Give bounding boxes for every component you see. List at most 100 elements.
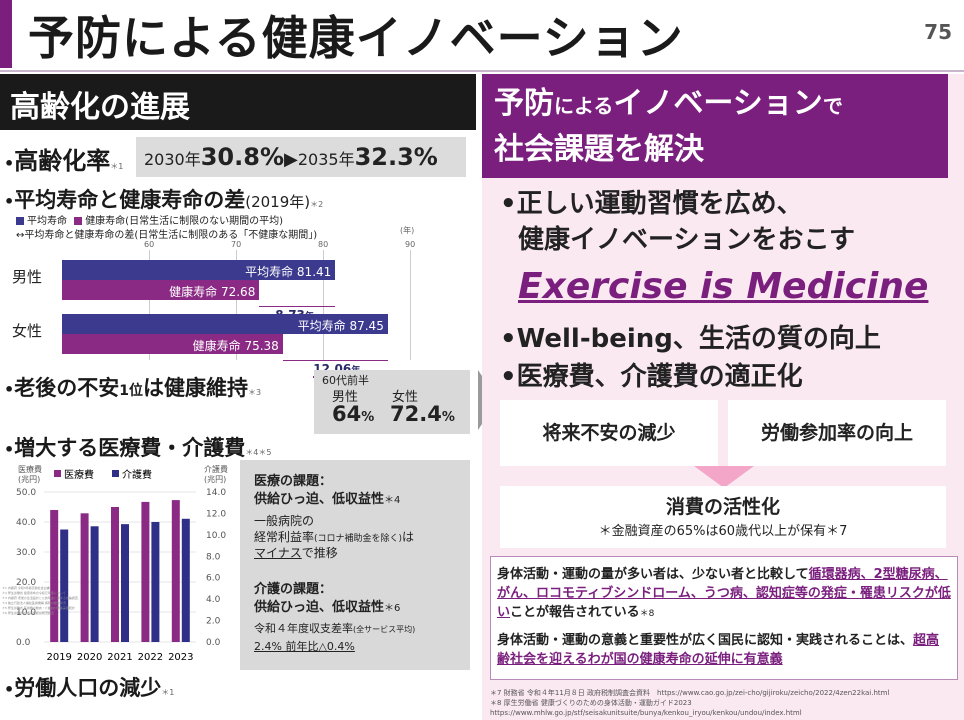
care-cost-bar	[60, 529, 69, 642]
y-right-tick: 8.0	[206, 552, 221, 562]
medical-cost-bar	[171, 500, 180, 642]
header-prevention: 予防	[494, 86, 554, 121]
anxiety-female-pct: %	[441, 410, 455, 425]
exercise-is-medicine: Exercise is Medicine	[518, 266, 929, 307]
life-gap-heading: •平均寿命と健康寿命の差(2019年)＊2	[4, 188, 324, 212]
anxiety-age: 60代前半	[322, 374, 369, 387]
y-right-tick: 10.0	[206, 531, 226, 541]
footnote-4: ＊4 独立行政法人福祉医療機構 病院の経営状況	[2, 601, 66, 605]
y-right-tick: 6.0	[206, 574, 221, 584]
medical-desc-3: (コロナ補助金を除く)	[314, 534, 403, 544]
grid-line	[410, 250, 411, 360]
healthy-life-bar	[62, 280, 260, 300]
y-right-unit: 介護費	[204, 464, 228, 474]
aging-rate-box: 2030年30.8%▶2035年32.3%	[136, 137, 466, 177]
care-desc-3: 2.4% 前年比△0.4%	[254, 640, 355, 653]
evidence-1: 身体活動・運動の量が多い者は、少ない者と比較して循環器病、2型糖尿病、がん、ロコ…	[497, 565, 951, 624]
anxiety-female-value: 72.4	[390, 402, 442, 426]
healthy-life-legend: 健康寿命(日常生活に制限のない期間の平均)	[85, 216, 283, 227]
evidence-1-a: 身体活動・運動の量が多い者は、少ない者と比較して	[497, 567, 809, 582]
down-arrow-icon	[694, 466, 754, 488]
life-gap-legend-gap: ↔平均寿命と健康寿命の差(日常生活に制限のある「不健康な期間」)	[16, 230, 318, 241]
y-right-tick: 2.0	[206, 617, 221, 627]
aging-rate-label: 高齢化率	[14, 147, 111, 175]
evidence-1-c: ことが報告されている	[510, 605, 640, 620]
medical-desc-4: は	[402, 530, 415, 544]
axis-tick: 80	[318, 240, 329, 249]
care-desc-1: 令和４年度収支差率	[254, 622, 353, 635]
axis-unit: (年)	[400, 226, 415, 235]
y-left-unit: 医療費	[18, 464, 42, 474]
consumption-title: 消費の活性化	[665, 496, 780, 518]
y-left-tick: 10.0	[16, 608, 36, 618]
footnote-6: ＊6 厚生労働省 介護事業経営概況調査	[2, 611, 54, 615]
life-row-label: 男性	[12, 268, 43, 286]
axis-tick: 90	[405, 240, 416, 249]
right-footnotes: ＊7 財務省 令和４年11月８日 政府税制調査会資料 https://www.c…	[490, 688, 960, 718]
x-tick: 2021	[107, 652, 132, 663]
avg-life-bar	[62, 314, 388, 334]
footnote-8: ＊8 厚生労働省 健康づくりのための身体活動・運動ガイド2023	[490, 699, 692, 707]
x-tick: 2022	[138, 652, 163, 663]
y-left-unit: (兆円)	[18, 474, 40, 484]
avg-life-value: 平均寿命 87.45	[297, 319, 384, 333]
healthy-life-value: 健康寿命 75.38	[192, 339, 279, 353]
consumption-sub: ＊金融資産の65%は60歳代以上が保有＊7	[598, 524, 848, 539]
labor-heading: •労働人口の減少＊1	[4, 672, 181, 702]
aging-2030-prefix: 2030年	[144, 150, 201, 169]
life-gap-year: (2019年)	[245, 193, 311, 211]
evidence-2: 身体活動・運動の意義と重要性が広く国民に認知・実践されることは、超高齢社会を迎え…	[497, 631, 951, 669]
care-issue-title: 介護の課題：	[254, 582, 333, 597]
footnote-3: ＊3 内閣府 老後の生活設計と公的年金に関する世論調査	[2, 596, 78, 600]
evidence-2-b: 超高齢社会を迎えるわが国の健康寿命の延伸に有意義	[497, 633, 940, 667]
care-cost-bar	[90, 526, 99, 642]
care-issue-sub: 供給ひっ迫、低収益性	[254, 600, 385, 615]
right-section-header: 予防によるイノベーションで 社会課題を解決	[482, 74, 948, 178]
y-left-tick: 0.0	[16, 638, 31, 648]
care-desc-2: (全サービス平均)	[353, 625, 416, 634]
y-left-tick: 30.0	[16, 548, 36, 558]
aging-2035-prefix: 2035年	[297, 150, 355, 169]
bullet-wellbeing: •Well-being、生活の質の向上	[500, 324, 881, 354]
footnote-1: ＊1 内閣府 令和5年版高齢社会白書	[2, 586, 50, 590]
costs-heading: •増大する医療費・介護費＊4＊5	[4, 436, 272, 460]
legend-care-label: 介護費	[122, 468, 152, 481]
bullet-exercise-habit: •正しい運動習慣を広め、 健康イノベーションをおこす	[500, 186, 855, 258]
avg-life-bar	[62, 260, 336, 280]
medical-issue-sub: 供給ひっ迫、低収益性	[254, 492, 385, 507]
y-right-tick: 14.0	[206, 488, 226, 498]
grid-line	[149, 250, 150, 360]
aging-rate-row: •高齢化率＊1	[4, 147, 124, 175]
evidence-1-note: ＊8	[639, 609, 655, 619]
evidence-1-b: 循環器病、2型糖尿病、がん、ロコモティブシンドローム、うつ病、認知症等の発症・罹…	[497, 567, 951, 620]
medical-cost-bar	[141, 501, 150, 642]
life-row-label: 女性	[12, 322, 43, 340]
axis-tick: 60	[144, 240, 155, 249]
medical-desc-2: 経常利益率	[254, 530, 315, 544]
left-footnotes: ＊1 内閣府 令和5年版高齢社会白書 ＊2 厚生労働省 健康寿命の令和元年値につ…	[2, 586, 238, 616]
care-cost-bar	[121, 524, 129, 642]
anxiety-female-label: 女性	[392, 390, 419, 405]
anxiety-label-c: は健康維持	[142, 376, 248, 400]
footnote-8-url: https://www.mhlw.go.jp/stf/seisakunitsui…	[490, 709, 802, 717]
medical-issue-title: 医療の課題：	[254, 474, 333, 489]
left-section-header: 高齢化の進展	[0, 74, 476, 130]
healthy-life-swatch	[74, 217, 83, 225]
anxiety-heading: •老後の不安1位は健康維持＊3	[4, 376, 262, 400]
x-tick: 2023	[168, 652, 193, 663]
anxiety-label-a: 老後の不安	[14, 376, 120, 400]
y-right-unit: (兆円)	[204, 474, 226, 484]
y-right-tick: 12.0	[206, 509, 226, 519]
anxiety-label-b: 1位	[119, 383, 143, 399]
aging-2035-value: 32.3%	[354, 143, 438, 171]
legend-medical-label: 医療費	[64, 468, 94, 481]
life-gap-legend: 平均寿命 健康寿命(日常生活に制限のない期間の平均)	[16, 212, 283, 227]
aging-arrow: ▶	[284, 149, 298, 170]
title-accent-bar	[0, 0, 12, 68]
footnote-7: ＊7 財務省 令和４年11月８日 政府税制調査会資料 https://www.c…	[490, 689, 890, 697]
card-reduce-anxiety: 将来不安の減少	[500, 400, 718, 466]
grid-line	[323, 250, 324, 360]
avg-life-value: 平均寿命 81.41	[245, 265, 332, 279]
costs-commentary-box: 医療の課題： 供給ひっ迫、低収益性＊4 一般病院の 経常利益率(コロナ補助金を除…	[240, 460, 470, 670]
